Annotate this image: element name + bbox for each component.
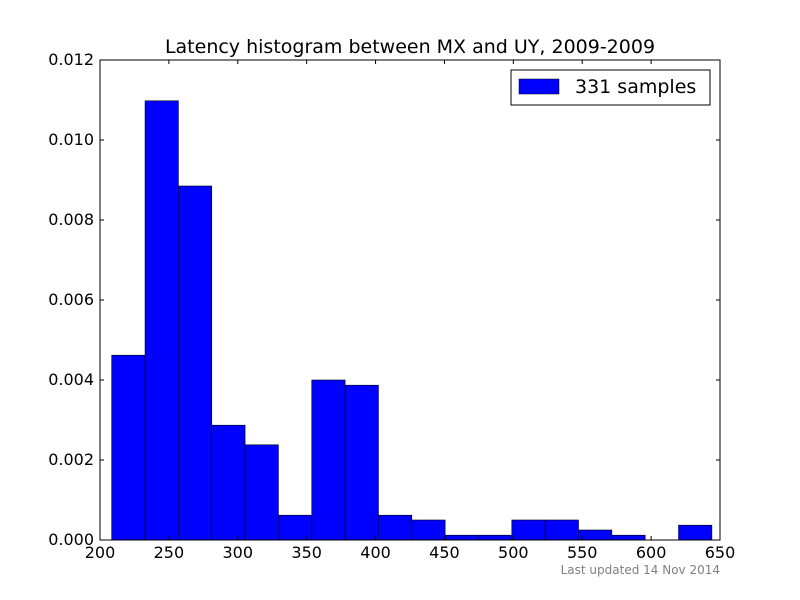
histogram-bar [144, 100, 179, 541]
x-tick-label: 550 [567, 543, 598, 562]
histogram-bar [544, 519, 579, 541]
y-tick-label: 0.012 [48, 50, 94, 69]
legend-label: 331 samples [575, 76, 696, 98]
y-tick-label: 0.000 [48, 530, 94, 549]
legend-swatch [518, 78, 560, 95]
histogram-bar [244, 444, 279, 541]
histogram-bar [511, 519, 546, 541]
ticks-layer: 200 250 300 350 400 450 500 550 600 650 0.000 0.002… [48, 50, 735, 562]
x-tick-label: 400 [360, 543, 391, 562]
last-updated-note: Last updated 14 Nov 2014 [561, 563, 720, 577]
histogram-bar [178, 185, 213, 541]
y-tick-label: 0.002 [48, 450, 94, 469]
x-tick-label: 450 [429, 543, 460, 562]
x-tick-label: 350 [291, 543, 322, 562]
y-tick-label: 0.010 [48, 130, 94, 149]
histogram-bar [611, 534, 646, 541]
histogram-bar [111, 354, 146, 541]
y-tick-label: 0.006 [48, 290, 94, 309]
x-tick-label: 650 [705, 543, 736, 562]
histogram-bar [444, 534, 479, 541]
y-tick-label: 0.004 [48, 370, 94, 389]
x-tick-label: 300 [223, 543, 254, 562]
histogram-bar [378, 514, 413, 541]
histogram-bar [311, 379, 346, 541]
histogram-bar [678, 524, 713, 541]
histogram-bar [344, 384, 379, 541]
histogram-bar [411, 519, 446, 541]
x-tick-label: 600 [636, 543, 667, 562]
x-tick-label: 250 [154, 543, 185, 562]
x-tick-label: 200 [85, 543, 116, 562]
histogram-bar [211, 424, 246, 541]
x-tick-label: 500 [498, 543, 529, 562]
y-tick-label: 0.008 [48, 210, 94, 229]
histogram-bar [478, 534, 513, 541]
histogram-bar [578, 529, 613, 541]
bars-layer [111, 100, 713, 541]
legend: 331 samples [510, 69, 711, 106]
chart-title: Latency histogram between MX and UY, 200… [165, 36, 655, 58]
